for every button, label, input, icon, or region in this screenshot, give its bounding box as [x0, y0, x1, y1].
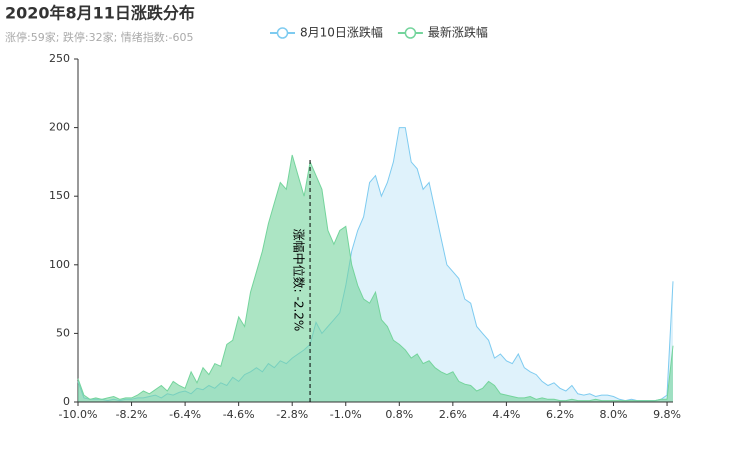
y-tick-label: 50 — [56, 326, 70, 339]
y-tick-label: 150 — [49, 189, 70, 202]
x-tick-label: -8.2% — [116, 408, 148, 421]
series-line — [77, 154, 674, 402]
area-fill — [78, 155, 673, 402]
x-tick-label: 0.8% — [385, 408, 413, 421]
x-tick-label: -4.6% — [223, 408, 255, 421]
chart-title: 2020年8月11日涨跌分布 — [5, 4, 195, 23]
y-tick-label: 0 — [63, 395, 70, 408]
legend-label[interactable]: 8月10日涨跌幅 — [300, 25, 383, 40]
chart-subtitle: 涨停:59家; 跌停:32家; 情绪指数:-605 — [5, 30, 193, 44]
x-tick-label: -10.0% — [59, 408, 98, 421]
legend-label[interactable]: 最新涨跌幅 — [428, 25, 488, 40]
y-tick-label: 250 — [49, 52, 70, 65]
y-tick-label: 200 — [49, 121, 70, 134]
x-tick-label: 8.0% — [600, 408, 628, 421]
x-tick-label: -2.8% — [276, 408, 308, 421]
legend-icon[interactable] — [404, 27, 417, 39]
x-tick-label: -6.4% — [169, 408, 201, 421]
x-tick-label: 2.6% — [439, 408, 467, 421]
median-label: 涨幅中位数: -2.2% — [292, 229, 307, 332]
x-tick-label: 4.4% — [492, 408, 520, 421]
area-fill — [78, 127, 673, 402]
x-tick-label: 6.2% — [546, 408, 574, 421]
x-tick-label: -1.0% — [330, 408, 362, 421]
y-tick-label: 100 — [49, 258, 70, 271]
x-tick-label: 9.8% — [653, 408, 681, 421]
legend-icon[interactable] — [276, 27, 289, 39]
